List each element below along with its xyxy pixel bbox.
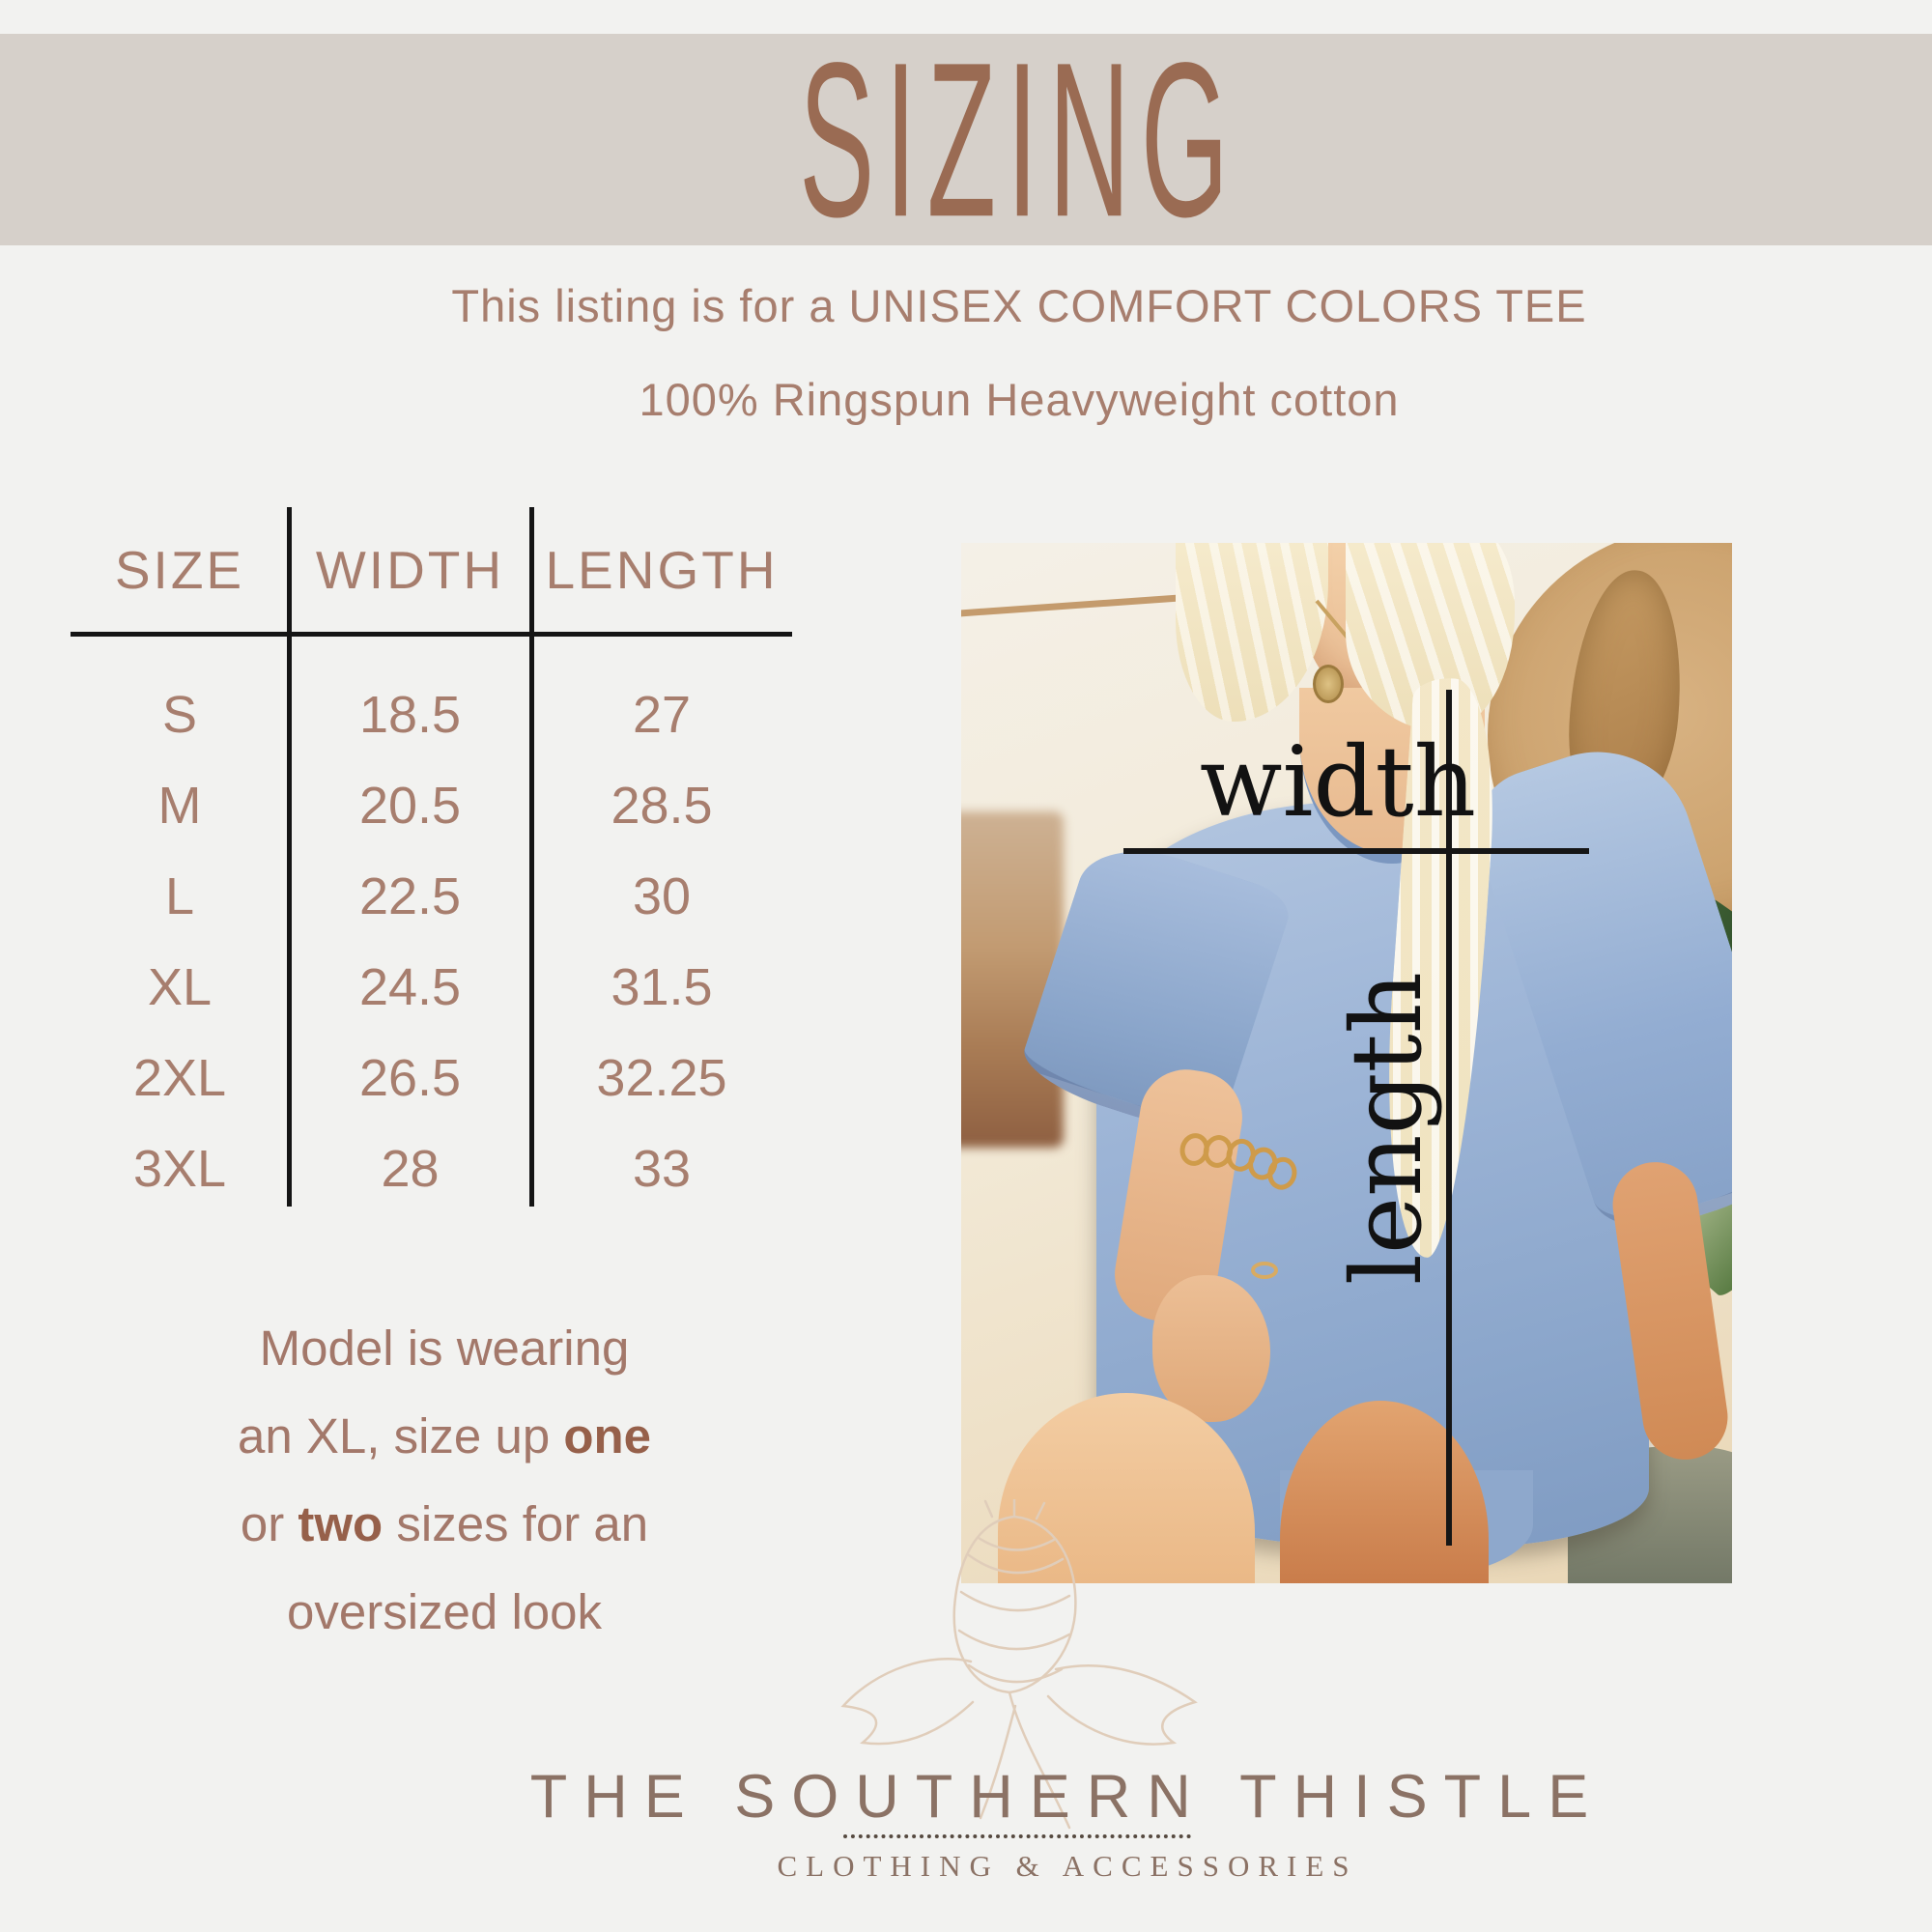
size-cell-length: 33: [632, 1140, 692, 1198]
intro-text: This listing is for a UNISEX COMFORT COL…: [0, 259, 1932, 446]
size-cell-length: 32.25: [596, 1049, 727, 1107]
fit-note-line-2: an XL, size up one: [237, 1408, 652, 1463]
intro-line-1: This listing is for a UNISEX COMFORT COL…: [451, 280, 1587, 331]
width-measure-line: [1123, 848, 1589, 854]
fit-note-bold-two: two: [298, 1496, 384, 1551]
size-cell-length: 30: [632, 867, 692, 925]
size-cell-size: 2XL: [132, 1049, 227, 1107]
size-cell-length: 28.5: [611, 777, 713, 835]
title-banner: SIZING: [0, 15, 1932, 262]
fit-note-line-1: Model is wearing: [259, 1321, 630, 1376]
size-cell-length: 31.5: [611, 958, 713, 1016]
length-label: length: [1330, 971, 1443, 1286]
size-cell-width: 20.5: [358, 777, 462, 835]
thistle-logo-illustration: [840, 1499, 1198, 1830]
size-cell-size: L: [164, 867, 195, 925]
size-cell-size: S: [161, 686, 198, 744]
model-photo: width length: [961, 543, 1732, 1583]
model-hand: [1152, 1275, 1270, 1422]
size-cell-width: 28: [381, 1140, 440, 1198]
fit-note-bold-one: one: [563, 1408, 652, 1463]
size-table-header: SIZE WIDTH LENGTH: [71, 507, 792, 632]
width-label: width: [1199, 725, 1477, 838]
necklace-pendant: [1313, 665, 1344, 703]
fit-note-line-4: oversized look: [287, 1584, 602, 1639]
fit-note: Model is wearing an XL, size up one or t…: [106, 1304, 782, 1656]
size-cell-width: 18.5: [358, 686, 462, 744]
column-header: SIZE: [114, 539, 245, 600]
table-header-divider: [71, 632, 792, 637]
gold-ring: [1251, 1262, 1278, 1279]
page-title: SIZING: [799, 15, 1239, 263]
size-cell-width: 24.5: [358, 958, 462, 1016]
column-header: WIDTH: [315, 539, 505, 600]
size-table-body: S 18.5 27 M 20.5 28.5 L 22.5 30 XL 24.5 31.5 2XL 26.5…: [71, 669, 792, 1214]
size-cell-width: 26.5: [358, 1049, 462, 1107]
column-header: LENGTH: [545, 539, 779, 600]
size-cell-size: XL: [147, 958, 213, 1016]
size-cell-width: 22.5: [358, 867, 462, 925]
size-cell-length: 27: [632, 686, 692, 744]
brand-tagline: CLOTHING & ACCESSORIES: [777, 1849, 1358, 1883]
length-measure-line: [1446, 690, 1452, 1546]
dotted-divider: [843, 1834, 1191, 1838]
intro-line-2: 100% Ringspun Heavyweight cotton: [639, 374, 1400, 425]
wall-rod: [961, 594, 1183, 618]
fit-note-line-3: or two sizes for an: [240, 1496, 649, 1551]
brand-name: THE SOUTHERN THISTLE: [529, 1763, 1605, 1831]
size-cell-size: 3XL: [132, 1140, 227, 1198]
size-table: SIZE WIDTH LENGTH S 18.5 27 M 20.5 28.5 L 22.5 30 X…: [71, 507, 792, 1207]
table-column-divider: [287, 507, 292, 1207]
size-cell-size: M: [157, 777, 202, 835]
table-column-divider: [529, 507, 534, 1207]
